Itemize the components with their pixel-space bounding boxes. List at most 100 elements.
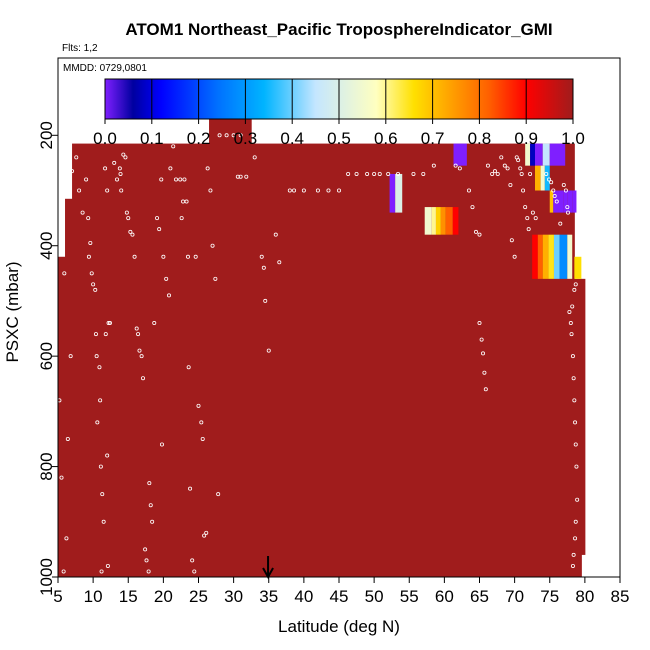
x-tick-label: 70: [505, 587, 524, 606]
x-tick-label: 85: [611, 587, 630, 606]
y-tick-label: 600: [37, 342, 56, 370]
sample-point: [186, 365, 191, 370]
sample-point: [346, 171, 351, 176]
sample-point: [481, 351, 486, 356]
sample-point: [573, 282, 578, 287]
sample-point: [179, 216, 184, 221]
sample-point: [147, 481, 152, 486]
y-axis: 200 400 600 800 1000: [37, 121, 58, 596]
sample-point: [574, 464, 579, 469]
sample-point: [213, 276, 218, 281]
sample-point: [568, 321, 573, 326]
sample-point: [210, 243, 215, 248]
latitude-marker-arrowhead: [262, 567, 274, 580]
data-fill-column: [72, 143, 210, 578]
sample-point: [231, 133, 236, 138]
data-cell: [563, 190, 568, 213]
data-cell: [452, 207, 459, 235]
sample-point: [107, 321, 112, 326]
x-tick-label: 10: [84, 587, 103, 606]
sample-point: [59, 475, 64, 480]
sample-point: [287, 188, 292, 193]
sample-point: [70, 169, 75, 174]
sample-point: [80, 210, 85, 215]
data-cell: [574, 256, 582, 279]
sample-point: [112, 160, 117, 165]
sample-point: [547, 177, 552, 182]
x-tick-label: 25: [189, 587, 208, 606]
sample-point: [505, 166, 510, 171]
sample-point: [188, 486, 193, 491]
colorbar-tick-label: 0.4: [280, 129, 304, 148]
sample-point: [336, 188, 341, 193]
sample-point: [549, 180, 554, 185]
colorbar-tick-label: 0.3: [234, 129, 258, 148]
x-tick-label: 15: [119, 587, 138, 606]
sample-point: [164, 276, 169, 281]
sample-point: [118, 171, 123, 176]
sample-point: [528, 171, 533, 176]
data-cell: [540, 165, 545, 191]
sample-point: [292, 188, 297, 193]
sample-point: [137, 348, 142, 353]
sample-point: [508, 182, 513, 187]
sample-point: [139, 354, 144, 359]
colorbar-tick-label: 1.0: [561, 129, 585, 148]
data-cell: [440, 207, 446, 235]
sample-point: [143, 547, 148, 552]
sample-point: [182, 177, 187, 182]
chart-title: ATOM1 Northeast_Pacific TroposphereIndic…: [125, 20, 552, 39]
x-tick-label: 5: [53, 587, 62, 606]
sample-point: [525, 216, 530, 221]
sample-point: [103, 166, 108, 171]
sample-point: [144, 558, 149, 563]
data-fill-column: [581, 278, 586, 555]
sample-point: [570, 304, 575, 309]
sample-point: [477, 232, 482, 237]
sample-point: [502, 163, 507, 168]
sample-point: [217, 133, 222, 138]
sample-point: [132, 254, 137, 259]
data-cell: [534, 143, 543, 166]
sample-point: [77, 188, 82, 193]
sample-point: [171, 144, 176, 149]
sample-point: [89, 271, 94, 276]
sample-point: [499, 155, 504, 160]
data-fill-column: [251, 143, 575, 578]
sample-point: [273, 232, 278, 237]
data-cell: [559, 234, 568, 279]
sample-point: [148, 503, 153, 508]
sample-point: [365, 171, 370, 176]
colorbar-tick-label: 0.5: [327, 129, 351, 148]
sample-point: [477, 321, 482, 326]
sample-point: [152, 321, 157, 326]
sample-point: [573, 519, 578, 524]
sample-point: [106, 321, 111, 326]
sample-point: [570, 563, 575, 568]
colorbar-tick-label: 0.2: [187, 129, 211, 148]
sample-point: [473, 229, 478, 234]
sample-point: [521, 188, 526, 193]
sample-point: [184, 199, 189, 204]
sample-point: [571, 376, 576, 381]
data-cell: [549, 143, 566, 166]
data-cell: [537, 234, 543, 279]
y-tick-label: 1000: [37, 558, 56, 596]
sample-point: [569, 332, 574, 337]
sample-point: [64, 536, 69, 541]
sample-point: [396, 171, 401, 176]
sample-point: [470, 205, 475, 210]
sample-point: [174, 177, 179, 182]
sample-point: [93, 287, 98, 292]
sample-point: [485, 163, 490, 168]
sample-point: [544, 171, 549, 176]
sample-point: [315, 188, 320, 193]
sample-point: [91, 282, 96, 287]
sample-point: [386, 171, 391, 176]
sample-point: [326, 188, 331, 193]
sample-point: [261, 265, 266, 270]
plot-area: [57, 57, 621, 580]
sample-point: [554, 199, 559, 204]
colorbar-tick-label: 0.1: [140, 129, 164, 148]
